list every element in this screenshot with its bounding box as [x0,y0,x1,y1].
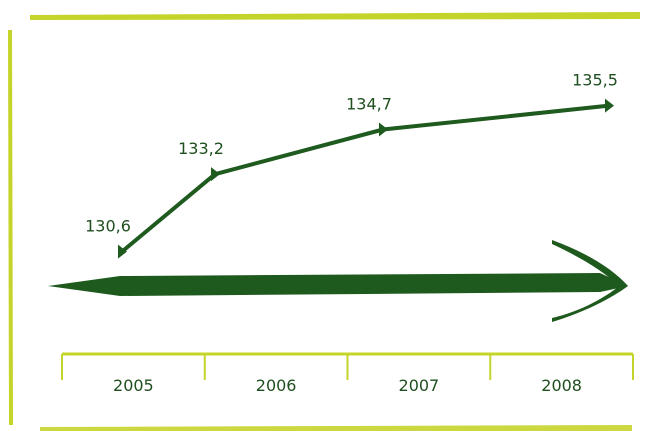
growth-arrow-head-lower [552,284,628,322]
growth-arrow-shaft [48,273,628,296]
data-value-label: 135,5 [572,71,618,90]
series-line [120,103,610,254]
x-tick-label: 2008 [541,376,582,395]
data-value-label: 130,6 [85,217,131,236]
frame-bottom-brush [40,425,632,431]
marker-group [118,98,614,259]
data-value-label: 134,7 [346,94,392,113]
x-tick-group [61,354,634,380]
x-axis: 2005 2006 2007 2008 [61,352,634,395]
data-point-marker [605,98,614,113]
data-point-marker [118,244,127,259]
growth-arrow: +4% [48,240,628,322]
x-tick-label-group: 2005 2006 2007 2008 [113,376,582,395]
chart-frame [8,12,640,431]
value-label-group: 130,6 133,2 134,7 135,5 [85,71,618,236]
x-tick-label: 2007 [399,376,440,395]
frame-top-brush [30,12,640,20]
growth-label: +4% [339,261,373,277]
growth-arrow-head-upper [552,240,628,288]
x-tick-label: 2005 [113,376,154,395]
data-point-marker [211,167,220,182]
frame-left-brush [8,30,13,425]
x-tick-label: 2006 [256,376,297,395]
data-point-marker [379,122,388,137]
data-value-label: 133,2 [178,139,224,158]
plot-area: 130,6 133,2 134,7 135,5 [85,71,618,259]
